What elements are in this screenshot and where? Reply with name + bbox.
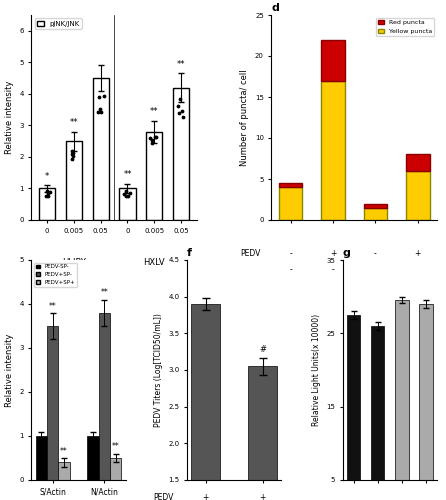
Point bbox=[123, 186, 130, 194]
Bar bbox=[58, 462, 70, 480]
Text: **: ** bbox=[60, 447, 68, 456]
Point bbox=[174, 102, 182, 110]
Point bbox=[46, 188, 54, 196]
Bar bbox=[120, 188, 136, 220]
Point bbox=[43, 187, 50, 195]
Bar bbox=[92, 78, 109, 220]
Bar bbox=[36, 436, 47, 480]
Text: **: ** bbox=[150, 107, 159, 116]
Point bbox=[95, 92, 102, 100]
Text: **: ** bbox=[177, 60, 186, 68]
Text: +: + bbox=[415, 265, 421, 274]
Bar bbox=[395, 300, 409, 500]
Bar bbox=[406, 154, 429, 171]
Text: SP: SP bbox=[252, 265, 261, 274]
Legend: pJNK/JNK: pJNK/JNK bbox=[35, 18, 82, 28]
Bar bbox=[99, 313, 110, 480]
Point bbox=[147, 134, 154, 142]
Point bbox=[176, 109, 183, 117]
Point bbox=[126, 189, 133, 197]
Bar bbox=[364, 204, 387, 208]
Point bbox=[153, 132, 160, 140]
Bar bbox=[364, 208, 387, 220]
Point bbox=[69, 150, 76, 158]
Point bbox=[148, 136, 155, 144]
Bar bbox=[406, 171, 429, 220]
Text: +: + bbox=[330, 248, 336, 258]
Point bbox=[121, 190, 128, 198]
Text: PEDV: PEDV bbox=[154, 493, 174, 500]
Point bbox=[123, 192, 130, 200]
Text: **: ** bbox=[100, 288, 108, 298]
Y-axis label: Relative intensity: Relative intensity bbox=[4, 81, 13, 154]
Text: +: + bbox=[260, 493, 266, 500]
Text: +: + bbox=[202, 493, 209, 500]
Bar bbox=[279, 187, 302, 220]
Point bbox=[45, 188, 52, 196]
Point bbox=[177, 96, 184, 104]
Bar bbox=[279, 183, 302, 187]
Text: **: ** bbox=[123, 170, 132, 179]
Bar bbox=[248, 366, 277, 500]
Bar bbox=[347, 315, 360, 500]
Point bbox=[151, 133, 158, 141]
Bar bbox=[371, 326, 384, 500]
Text: g: g bbox=[343, 248, 351, 258]
Bar bbox=[173, 88, 190, 220]
Text: -: - bbox=[289, 248, 292, 258]
Text: HLJBY: HLJBY bbox=[62, 258, 86, 267]
Bar bbox=[39, 188, 55, 220]
Point bbox=[69, 152, 76, 160]
Legend: Red puncta, Yellow puncta: Red puncta, Yellow puncta bbox=[376, 18, 434, 36]
Point bbox=[124, 192, 132, 200]
Y-axis label: Relative intensity: Relative intensity bbox=[4, 334, 13, 406]
Y-axis label: Number of puncta/ cell: Number of puncta/ cell bbox=[240, 69, 249, 166]
Bar bbox=[146, 132, 162, 220]
Bar bbox=[191, 304, 220, 500]
Point bbox=[97, 108, 104, 116]
Legend: PEDV-SP-, PEDV+SP-, PEDV+SP+: PEDV-SP-, PEDV+SP-, PEDV+SP+ bbox=[34, 263, 77, 286]
Text: -: - bbox=[289, 265, 292, 274]
Point bbox=[94, 108, 101, 116]
Text: **: ** bbox=[112, 442, 120, 452]
Bar bbox=[110, 458, 121, 480]
Text: #: # bbox=[259, 345, 266, 354]
Text: -: - bbox=[374, 248, 377, 258]
Text: PEDV: PEDV bbox=[240, 248, 261, 258]
Point bbox=[178, 107, 185, 115]
Text: d: d bbox=[272, 3, 279, 13]
Y-axis label: Relative Light Units(x 10000): Relative Light Units(x 10000) bbox=[312, 314, 321, 426]
Text: *: * bbox=[45, 172, 49, 180]
Bar bbox=[420, 304, 433, 500]
Point bbox=[68, 154, 75, 162]
Point bbox=[44, 192, 51, 200]
Bar bbox=[322, 80, 345, 220]
Point bbox=[43, 192, 50, 200]
Text: **: ** bbox=[49, 302, 57, 310]
Point bbox=[69, 147, 76, 155]
Y-axis label: PEDV Titers (Log[TCID50/mL]): PEDV Titers (Log[TCID50/mL]) bbox=[153, 313, 162, 427]
Text: HXLV: HXLV bbox=[144, 258, 165, 267]
Point bbox=[179, 113, 186, 121]
Point bbox=[100, 92, 107, 100]
Bar bbox=[66, 141, 82, 220]
Text: f: f bbox=[187, 248, 192, 258]
Point bbox=[148, 139, 155, 147]
Point bbox=[70, 148, 77, 156]
Bar bbox=[87, 436, 99, 480]
Point bbox=[96, 104, 103, 112]
Bar bbox=[47, 326, 58, 480]
Text: -: - bbox=[332, 265, 334, 274]
Text: **: ** bbox=[70, 118, 78, 127]
Bar bbox=[322, 40, 345, 80]
Text: +: + bbox=[372, 265, 379, 274]
Text: +: + bbox=[415, 248, 421, 258]
